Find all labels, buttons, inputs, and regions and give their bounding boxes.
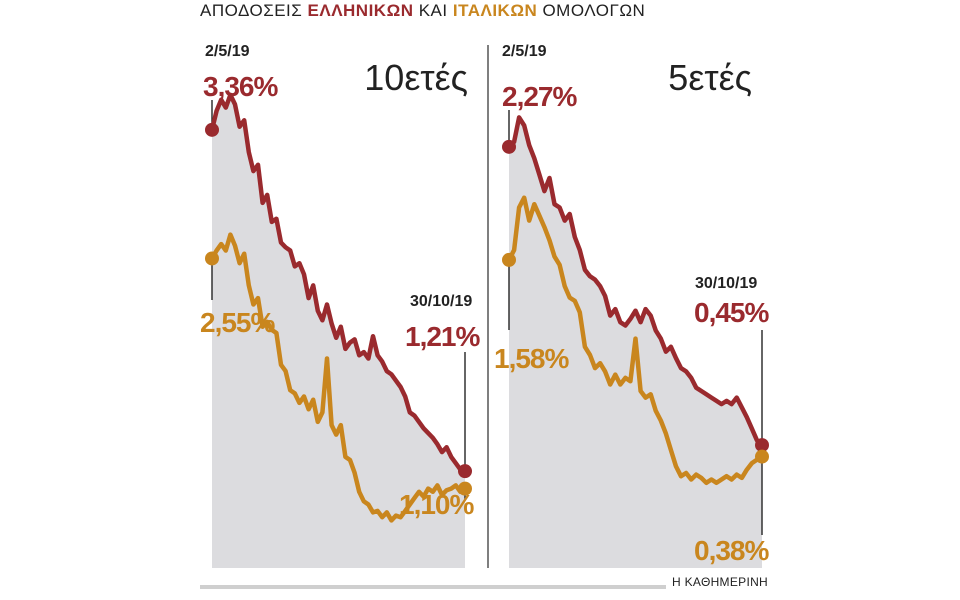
- panel1-greek-end-label: 1,21%: [405, 321, 480, 352]
- title-greek: ΕΛΛΗΝΙΚΩΝ: [307, 1, 414, 20]
- panel2-greek-line: [506, 115, 765, 448]
- title-italian: ΙΤΑΛΙΚΩΝ: [452, 1, 538, 20]
- panel2-start-date: 2/5/19: [502, 43, 547, 60]
- panel1-italian-start-point: [205, 251, 219, 266]
- title-mid: ΚΑΙ: [413, 1, 453, 20]
- panel1-end-date: 30/10/19: [410, 293, 472, 310]
- title-post: ΟΜΟΛΟΓΩΝ: [537, 1, 646, 20]
- chart-title: ΑΠΟΔΟΣΕΙΣ ΕΛΛΗΝΙΚΩΝ ΚΑΙ ΙΤΑΛΙΚΩΝ ΟΜΟΛΟΓΩ…: [200, 0, 645, 22]
- panel2-title: 5ετές: [668, 57, 752, 98]
- panel2-greek-end-point: [755, 438, 769, 453]
- panel1-italian-end-point: [458, 481, 472, 496]
- bottom-rule: [200, 585, 666, 589]
- panel1-title: 10ετές: [364, 57, 468, 98]
- panel2-italian-start-point: [502, 252, 516, 267]
- panel2-italian-start-label: 1,58%: [494, 343, 569, 374]
- panel2-italian-line: [506, 195, 765, 486]
- panel1-italian-line: [209, 232, 468, 523]
- panel1-greek-end-point: [458, 464, 472, 479]
- panel2-greek-end-label: 0,45%: [694, 297, 769, 328]
- panel1-greek-start-point: [205, 122, 219, 137]
- panel1-area: [212, 94, 465, 569]
- panel1-italian-start-label: 2,55%: [200, 307, 275, 338]
- panel2-end-date: 30/10/19: [695, 275, 757, 292]
- source-credit: Η ΚΑΘΗΜΕΡΙΝΗ: [672, 575, 769, 589]
- panel2-greek-start-label: 2,27%: [502, 81, 577, 112]
- panel1-greek-line: [209, 92, 468, 474]
- panel1-italian-end-label: 1,10%: [399, 489, 474, 520]
- panel1-start-date: 2/5/19: [205, 43, 250, 60]
- panel2-italian-end-label: 0,38%: [694, 535, 769, 566]
- panel2-greek-start-point: [502, 139, 516, 154]
- title-pre: ΑΠΟΔΟΣΕΙΣ: [200, 1, 308, 20]
- panel1-greek-start-label: 3,36%: [203, 71, 278, 102]
- panel2-italian-end-point: [755, 449, 769, 464]
